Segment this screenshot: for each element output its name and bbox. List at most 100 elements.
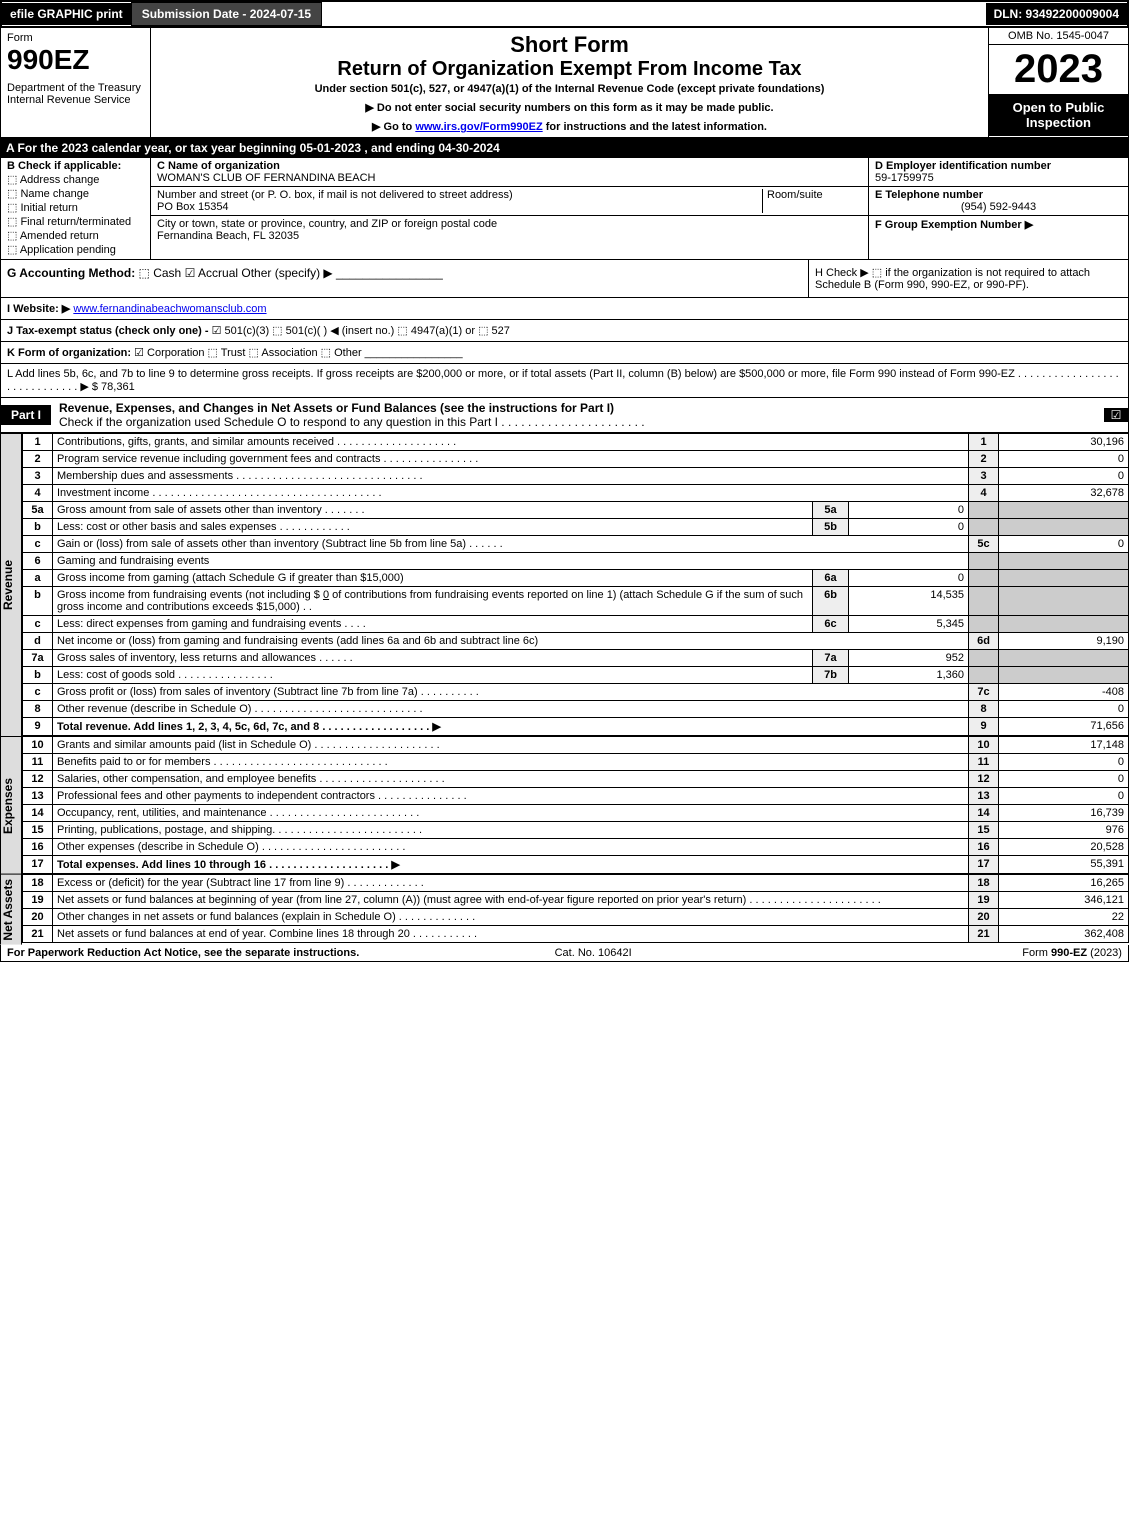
city-cell: City or town, state or province, country… xyxy=(151,216,868,244)
form-label: Form xyxy=(7,32,144,44)
page-footer: For Paperwork Reduction Act Notice, see … xyxy=(0,945,1129,962)
revenue-side-label: Revenue xyxy=(0,433,22,736)
cb-amended-return[interactable]: Amended return xyxy=(7,229,144,242)
irs-link[interactable]: www.irs.gov/Form990EZ xyxy=(415,121,542,133)
part1-title: Revenue, Expenses, and Changes in Net As… xyxy=(51,398,1104,432)
footer-left: For Paperwork Reduction Act Notice, see … xyxy=(7,947,359,959)
net-assets-block: Net Assets 18Excess or (deficit) for the… xyxy=(0,874,1129,945)
expenses-block: Expenses 10Grants and similar amounts pa… xyxy=(0,736,1129,874)
line-4: 4Investment income . . . . . . . . . . .… xyxy=(23,485,1129,502)
line-18: 18Excess or (deficit) for the year (Subt… xyxy=(23,875,1129,892)
cb-initial-return[interactable]: Initial return xyxy=(7,201,144,214)
expenses-table: 10Grants and similar amounts paid (list … xyxy=(22,736,1129,874)
k-label: K Form of organization: xyxy=(7,347,131,359)
g-accrual[interactable]: Accrual xyxy=(185,266,238,280)
ein-cell: D Employer identification number 59-1759… xyxy=(869,158,1128,187)
street-value: PO Box 15354 xyxy=(157,201,229,213)
line-11: 11Benefits paid to or for members . . . … xyxy=(23,754,1129,771)
line-5c: cGain or (loss) from sale of assets othe… xyxy=(23,536,1129,553)
title-block: Short Form Return of Organization Exempt… xyxy=(151,28,988,137)
line-21: 21Net assets or fund balances at end of … xyxy=(23,926,1129,943)
note-ssn: ▶ Do not enter social security numbers o… xyxy=(159,101,980,114)
city-label: City or town, state or province, country… xyxy=(157,218,497,230)
section-a-calendar-year: A For the 2023 calendar year, or tax yea… xyxy=(0,138,1129,158)
line-10: 10Grants and similar amounts paid (list … xyxy=(23,737,1129,754)
top-bar: efile GRAPHIC print Submission Date - 20… xyxy=(0,0,1129,28)
subtitle: Under section 501(c), 527, or 4947(a)(1)… xyxy=(159,83,980,95)
note2-suffix: for instructions and the latest informat… xyxy=(543,121,767,133)
line-20: 20Other changes in net assets or fund ba… xyxy=(23,909,1129,926)
section-b: B Check if applicable: Address change Na… xyxy=(1,158,151,259)
section-j: J Tax-exempt status (check only one) - ☑… xyxy=(0,320,1129,342)
line-15: 15Printing, publications, postage, and s… xyxy=(23,822,1129,839)
g-cash[interactable]: Cash xyxy=(139,266,182,280)
line-5a: 5aGross amount from sale of assets other… xyxy=(23,502,1129,519)
section-i: I Website: ▶ www.fernandinabeachwomanscl… xyxy=(0,298,1129,320)
k-options[interactable]: ☑ Corporation ⬚ Trust ⬚ Association ⬚ Ot… xyxy=(134,347,362,359)
short-form-title: Short Form xyxy=(159,32,980,58)
line-19: 19Net assets or fund balances at beginni… xyxy=(23,892,1129,909)
line-2: 2Program service revenue including gover… xyxy=(23,451,1129,468)
website-link[interactable]: www.fernandinabeachwomansclub.com xyxy=(73,303,266,315)
form-header: Form 990EZ Department of the Treasury In… xyxy=(0,28,1129,138)
revenue-table: 1Contributions, gifts, grants, and simil… xyxy=(22,433,1129,736)
cb-final-return[interactable]: Final return/terminated xyxy=(7,215,144,228)
revenue-block: Revenue 1Contributions, gifts, grants, a… xyxy=(0,433,1129,736)
line-6d: dNet income or (loss) from gaming and fu… xyxy=(23,633,1129,650)
website-label: I Website: ▶ xyxy=(7,303,70,315)
line-12: 12Salaries, other compensation, and empl… xyxy=(23,771,1129,788)
part1-schedule-o-checkbox[interactable]: ☑ xyxy=(1104,408,1128,422)
net-assets-side-label: Net Assets xyxy=(0,874,22,945)
form-number: 990EZ xyxy=(7,44,144,76)
line-1: 1Contributions, gifts, grants, and simil… xyxy=(23,434,1129,451)
line-6b: bGross income from fundraising events (n… xyxy=(23,587,1129,616)
line-6c: cLess: direct expenses from gaming and f… xyxy=(23,616,1129,633)
ein-label: D Employer identification number xyxy=(875,160,1051,172)
note-link: ▶ Go to www.irs.gov/Form990EZ for instru… xyxy=(159,120,980,133)
section-g: G Accounting Method: Cash Accrual Other … xyxy=(1,260,808,297)
line-13: 13Professional fees and other payments t… xyxy=(23,788,1129,805)
g-h-row: G Accounting Method: Cash Accrual Other … xyxy=(0,260,1129,298)
line-9: 9Total revenue. Add lines 1, 2, 3, 4, 5c… xyxy=(23,718,1129,736)
line-5b: bLess: cost or other basis and sales exp… xyxy=(23,519,1129,536)
section-c: C Name of organization WOMAN'S CLUB OF F… xyxy=(151,158,868,259)
line-7a: 7aGross sales of inventory, less returns… xyxy=(23,650,1129,667)
l9-desc: Total revenue. Add lines 1, 2, 3, 4, 5c,… xyxy=(57,721,441,733)
org-name: WOMAN'S CLUB OF FERNANDINA BEACH xyxy=(157,172,375,184)
net-assets-table: 18Excess or (deficit) for the year (Subt… xyxy=(22,874,1129,943)
line-7b: bLess: cost of goods sold . . . . . . . … xyxy=(23,667,1129,684)
submission-date: Submission Date - 2024-07-15 xyxy=(131,2,322,26)
line-17: 17Total expenses. Add lines 10 through 1… xyxy=(23,856,1129,874)
ein-value: 59-1759975 xyxy=(875,172,934,184)
line-16: 16Other expenses (describe in Schedule O… xyxy=(23,839,1129,856)
cb-address-change[interactable]: Address change xyxy=(7,173,144,186)
main-title: Return of Organization Exempt From Incom… xyxy=(159,58,980,81)
part1-title-text: Revenue, Expenses, and Changes in Net As… xyxy=(59,401,614,415)
group-exemption-label: F Group Exemption Number ▶ xyxy=(875,219,1033,231)
street-label: Number and street (or P. O. box, if mail… xyxy=(157,189,513,201)
footer-cat-no: Cat. No. 10642I xyxy=(555,947,632,959)
j-label: J Tax-exempt status (check only one) - xyxy=(7,325,212,337)
part1-tag: Part I xyxy=(1,405,51,425)
phone-cell: E Telephone number (954) 592-9443 xyxy=(869,187,1128,216)
line-7c: cGross profit or (loss) from sales of in… xyxy=(23,684,1129,701)
g-other[interactable]: Other (specify) ▶ xyxy=(241,266,332,280)
org-info-row: B Check if applicable: Address change Na… xyxy=(0,158,1129,260)
public-inspection-badge: Open to Public Inspection xyxy=(989,94,1128,136)
cb-application-pending[interactable]: Application pending xyxy=(7,243,144,256)
part1-header: Part I Revenue, Expenses, and Changes in… xyxy=(0,398,1129,433)
tax-year: 2023 xyxy=(989,45,1128,94)
l6b-d1: Gross income from fundraising events (no… xyxy=(57,589,323,601)
j-options[interactable]: ☑ 501(c)(3) ⬚ 501(c)( ) ◀ (insert no.) ⬚… xyxy=(212,325,510,337)
line-6a: aGross income from gaming (attach Schedu… xyxy=(23,570,1129,587)
right-info-col: D Employer identification number 59-1759… xyxy=(868,158,1128,259)
line-3: 3Membership dues and assessments . . . .… xyxy=(23,468,1129,485)
section-l: L Add lines 5b, 6c, and 7b to line 9 to … xyxy=(0,364,1129,398)
l17-desc: Total expenses. Add lines 10 through 16 … xyxy=(57,859,400,871)
efile-label[interactable]: efile GRAPHIC print xyxy=(2,3,131,25)
form-number-block: Form 990EZ Department of the Treasury In… xyxy=(1,28,151,137)
section-k: K Form of organization: ☑ Corporation ⬚ … xyxy=(0,342,1129,364)
street-cell: Number and street (or P. O. box, if mail… xyxy=(151,187,868,216)
note2-prefix: ▶ Go to xyxy=(372,121,415,133)
cb-name-change[interactable]: Name change xyxy=(7,187,144,200)
